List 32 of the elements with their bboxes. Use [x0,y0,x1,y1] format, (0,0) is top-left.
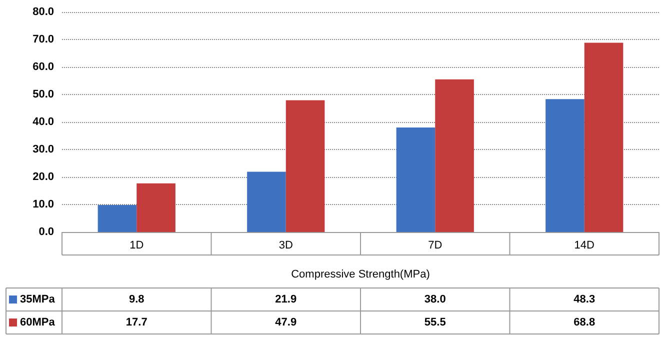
data-label: 68.8 [574,316,596,328]
y-tick-label: 0.0 [38,226,54,238]
data-label: 47.9 [275,316,297,328]
data-label: 21.9 [275,294,297,306]
x-axis-title: Compressive Strength(MPa) [291,268,430,280]
y-tick-label: 60.0 [32,61,54,73]
bar [247,172,286,232]
data-label: 9.8 [128,294,144,306]
bar [98,205,137,232]
y-tick-label: 20.0 [32,171,54,183]
bar [546,99,584,232]
x-tick-label: 3D [278,240,293,252]
bar [584,42,624,232]
legend-label: 35MPa [20,294,56,306]
y-tick-label: 30.0 [32,144,54,156]
y-tick-label: 70.0 [32,34,54,46]
x-tick-label: 1D [130,240,144,252]
y-tick-label: 50.0 [32,88,54,100]
y-tick-label: 40.0 [32,116,54,128]
x-tick-label: 14D [574,240,595,252]
bar [136,183,176,232]
data-label: 38.0 [424,294,446,306]
data-label: 55.5 [424,316,446,328]
bar [286,100,325,232]
y-tick-label: 10.0 [32,198,54,210]
bar [435,79,474,232]
x-tick-label: 7D [428,240,442,252]
bar [396,128,436,232]
y-tick-label: 80.0 [32,6,54,18]
data-label: 17.7 [126,316,148,328]
legend-label: 60MPa [20,316,56,328]
data-label: 48.3 [574,294,596,306]
